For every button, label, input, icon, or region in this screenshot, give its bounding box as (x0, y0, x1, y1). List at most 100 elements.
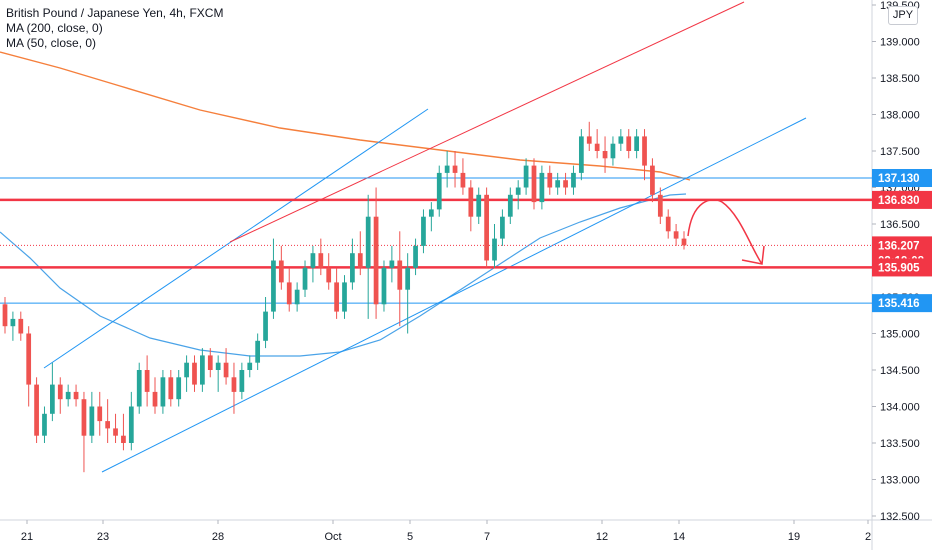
candle-body (586, 136, 592, 144)
candle-body (81, 399, 87, 436)
currency-button[interactable]: JPY (888, 6, 918, 25)
candle-body (18, 318, 24, 334)
candle-body (397, 260, 403, 290)
price-label-text: 137.130 (878, 173, 920, 185)
candle-body (389, 260, 395, 268)
candle-body (57, 384, 63, 400)
chart-legend: British Pound / Japanese Yen, 4h, FXCM M… (6, 6, 223, 51)
candle-body (428, 209, 434, 217)
symbol-title[interactable]: British Pound / Japanese Yen, 4h, FXCM (6, 6, 224, 20)
candle-body (673, 231, 679, 239)
y-tick-label: 137.500 (880, 146, 920, 158)
candle-body (381, 267, 387, 305)
x-tick-label: 12 (596, 531, 608, 543)
candle-body (318, 253, 324, 268)
candle-body (10, 318, 16, 327)
trendline-red (229, 1, 745, 243)
candle-body (681, 238, 687, 246)
candle-body (650, 165, 655, 195)
candle-body (160, 377, 166, 407)
candle-body (50, 384, 55, 414)
price-label-text: 136.830 (878, 195, 920, 207)
trendline-lower-blue (101, 117, 807, 473)
ma50-legend[interactable]: MA (50, close, 0) (6, 36, 97, 50)
candle-body (65, 391, 71, 400)
candle-body (563, 180, 568, 188)
x-tick-label: 14 (673, 531, 685, 543)
candle-body (413, 245, 418, 268)
candle-body (105, 421, 111, 429)
candle-body (144, 370, 150, 392)
candle-body (342, 282, 347, 312)
candle-body (26, 333, 32, 385)
candle-body (302, 267, 308, 290)
candle-body (571, 172, 576, 188)
candle-body (286, 282, 292, 305)
x-tick-label: 21 (21, 531, 33, 543)
candle-body (476, 194, 482, 217)
price-label-bg (872, 190, 932, 209)
candle-body (128, 406, 134, 443)
candle-body (642, 136, 647, 166)
candle-body (215, 362, 221, 370)
candle-body (34, 384, 39, 436)
candle-body (310, 253, 316, 268)
y-tick-label: 133.000 (880, 475, 920, 487)
candle-body (207, 355, 213, 370)
candle-body (136, 370, 142, 407)
price-label-bg (872, 294, 932, 313)
ma200-line (0, 51, 691, 181)
candle-body (602, 151, 608, 159)
candle-body (192, 362, 197, 385)
ma200-legend[interactable]: MA (200, close, 0) (6, 21, 103, 35)
candle-body (294, 289, 300, 305)
projection-curve (687, 198, 763, 265)
candle-body (2, 304, 8, 327)
candle-body (200, 355, 205, 385)
x-tick-label: 5 (407, 531, 413, 543)
candle-body (436, 172, 442, 210)
candle-body (665, 216, 671, 232)
price-label-bg (872, 236, 932, 255)
candle-body (555, 180, 561, 188)
candle-body (507, 194, 513, 217)
candle-body (42, 413, 47, 436)
candle-body (634, 136, 639, 151)
candle-body (73, 391, 79, 400)
candle-body (405, 267, 411, 290)
candle-body (523, 165, 529, 188)
candle-body (460, 172, 466, 188)
candle-body (626, 136, 632, 151)
x-tick-label: 23 (97, 531, 109, 543)
price-label-bg (872, 169, 932, 188)
candle-body (468, 187, 474, 217)
x-tick-label: 28 (212, 531, 224, 543)
x-tick-label: Oct (324, 531, 341, 543)
candle-body (594, 143, 600, 151)
candle-body (334, 282, 339, 312)
candle-body (444, 165, 450, 173)
candle-body (231, 377, 237, 392)
x-tick-label: 19 (788, 531, 800, 543)
candle-body (500, 216, 505, 239)
candle-body (357, 253, 363, 268)
candle-body (365, 216, 371, 268)
y-tick-label: 139.000 (880, 37, 920, 49)
candle-body (350, 253, 355, 283)
y-tick-label: 134.000 (880, 402, 920, 414)
candle-body (97, 406, 103, 422)
candle-body (539, 172, 545, 203)
x-tick-label: 2 (865, 531, 871, 543)
y-tick-label: 136.500 (880, 219, 920, 231)
candle-body (278, 260, 284, 283)
candle-body (223, 362, 229, 378)
candle-body (657, 194, 663, 217)
x-tick-label: 7 (484, 531, 490, 543)
projection-arrowhead (741, 245, 765, 265)
price-label-text: 136.207 (878, 240, 920, 252)
y-tick-label: 138.500 (880, 73, 920, 85)
candle-body (515, 187, 521, 195)
candle-body (113, 428, 118, 436)
